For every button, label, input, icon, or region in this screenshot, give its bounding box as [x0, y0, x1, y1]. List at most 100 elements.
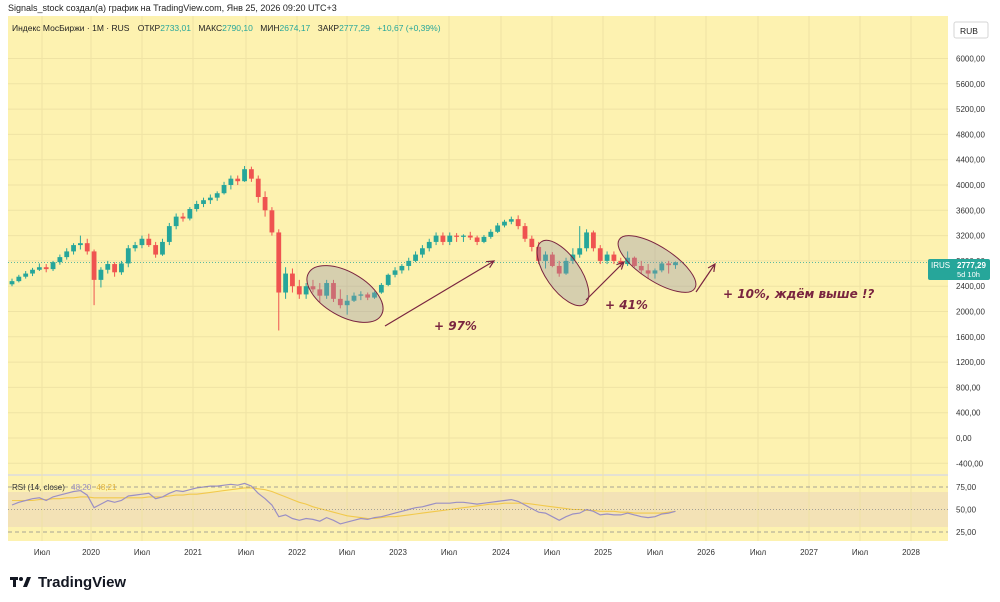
price-tag-countdown: 5d 10h	[957, 270, 980, 279]
candle-body	[584, 232, 589, 249]
currency-badge-box[interactable]	[953, 21, 989, 39]
candle-body	[30, 269, 35, 274]
candle-body	[166, 226, 172, 242]
candle-body	[310, 286, 316, 290]
candle-body	[36, 267, 42, 270]
candle-body	[440, 235, 446, 242]
y-tick-label: 2400,00	[956, 282, 985, 291]
candle-body	[16, 276, 22, 282]
x-tick-label: Июл	[34, 548, 51, 557]
tradingview-icon	[10, 577, 31, 587]
x-tick-label: 2021	[184, 548, 202, 557]
highlight-ellipse-2022	[306, 265, 384, 323]
rsi-indicator	[11, 482, 676, 525]
y-tick-label: 6000,00	[956, 55, 985, 64]
candle-body	[392, 270, 398, 275]
legend-symbol: Индекс МосБиржи · 1M · RUS	[12, 23, 130, 33]
candle-body	[43, 267, 49, 270]
rsi-tick-label: 50,00	[956, 506, 977, 515]
candle-body	[563, 260, 569, 274]
legend-low: 2674,17	[280, 23, 311, 33]
candle-body	[84, 243, 90, 252]
axes: 6000,00 5600,00 5200,00 4800,00 4400,00 4000,…	[8, 55, 985, 557]
x-tick-label: Июл	[647, 548, 664, 557]
price-tag-price: 2777,29	[957, 261, 986, 270]
candle-body	[454, 235, 459, 237]
y-tick-label: 2000,00	[956, 308, 985, 317]
annotations	[306, 235, 716, 327]
candle-body	[358, 294, 364, 296]
candle-body	[549, 254, 555, 266]
candle-body	[522, 226, 528, 239]
candle-body	[146, 238, 152, 246]
candle-body	[632, 257, 637, 266]
x-tick-label: 2023	[389, 548, 407, 557]
candle-body	[385, 274, 391, 285]
x-tick-label: Июл	[441, 548, 458, 557]
candle-body	[242, 169, 247, 182]
candle-body	[447, 235, 453, 242]
candle-body	[673, 262, 678, 266]
y-tick-label: 800,00	[956, 383, 981, 392]
candle-body	[666, 263, 672, 266]
candle-body	[618, 260, 624, 265]
annotation-10: + 10%, ждём выше !?	[723, 287, 874, 301]
last-price-tag: IRUS 2777,29 5d 10h	[928, 259, 990, 280]
candle-body	[221, 185, 227, 194]
x-tick-label: Июл	[852, 548, 869, 557]
x-tick-label: Июл	[339, 548, 356, 557]
candle-body	[303, 286, 309, 295]
price-tag-ticker: IRUS	[931, 261, 950, 270]
candle-body	[426, 241, 432, 249]
rsi-ma-line	[12, 487, 676, 520]
candle-body	[290, 273, 295, 287]
candles	[9, 166, 678, 331]
tradingview-logo[interactable]: TradingView	[10, 572, 126, 592]
annotation-41: + 41%	[605, 298, 648, 312]
currency-badge[interactable]: RUB	[960, 26, 978, 36]
candle-body	[296, 286, 302, 295]
candle-body	[269, 210, 275, 233]
author-line: Signals_stock создал(а) график на Tradin…	[8, 3, 337, 13]
candle-body	[515, 219, 521, 227]
candle-body	[187, 209, 193, 219]
candle-body	[543, 254, 548, 261]
candle-body	[78, 243, 83, 246]
time-axis[interactable]	[8, 541, 948, 568]
y-tick-label: 1200,00	[956, 358, 985, 367]
candle-body	[201, 200, 206, 204]
candle-body	[9, 281, 15, 285]
candle-body	[474, 237, 480, 242]
x-tick-label: 2022	[288, 548, 306, 557]
x-tick-label: Июл	[544, 548, 561, 557]
candle-body	[420, 248, 425, 255]
candle-body	[64, 251, 70, 258]
candle-body	[283, 273, 288, 293]
y-tick-label: 5200,00	[956, 105, 985, 114]
rsi-line	[11, 482, 676, 525]
candle-body	[23, 273, 29, 277]
candle-body	[228, 178, 234, 185]
candle-body	[344, 300, 350, 306]
y-tick-label: 400,00	[956, 409, 981, 418]
candle-body	[611, 254, 617, 261]
rsi-label: RSI (14, close)	[12, 483, 65, 492]
x-tick-label: 2028	[902, 548, 920, 557]
y-tick-label: 3200,00	[956, 232, 985, 241]
candle-body	[173, 216, 179, 227]
rsi-legend: RSI (14, close) 48,20 48,21	[12, 483, 117, 492]
x-tick-label: 2024	[492, 548, 510, 557]
arrow-97	[384, 260, 495, 327]
legend-close: 2777,29	[339, 23, 370, 33]
candle-body	[139, 238, 145, 246]
candle-body	[50, 262, 56, 270]
y-tick-label: 1600,00	[956, 333, 985, 342]
x-tick-label: Июл	[134, 548, 151, 557]
candle-body	[262, 197, 268, 211]
y-tick-label: 4400,00	[956, 156, 985, 165]
candle-body	[591, 232, 596, 249]
y-tick-label: 4800,00	[956, 130, 985, 139]
chart[interactable]: 6000,00 5600,00 5200,00 4800,00 4400,00 4000,…	[0, 16, 1000, 568]
candle-body	[207, 197, 213, 201]
legend-change: +10,67 (+0,39%)	[377, 23, 440, 33]
